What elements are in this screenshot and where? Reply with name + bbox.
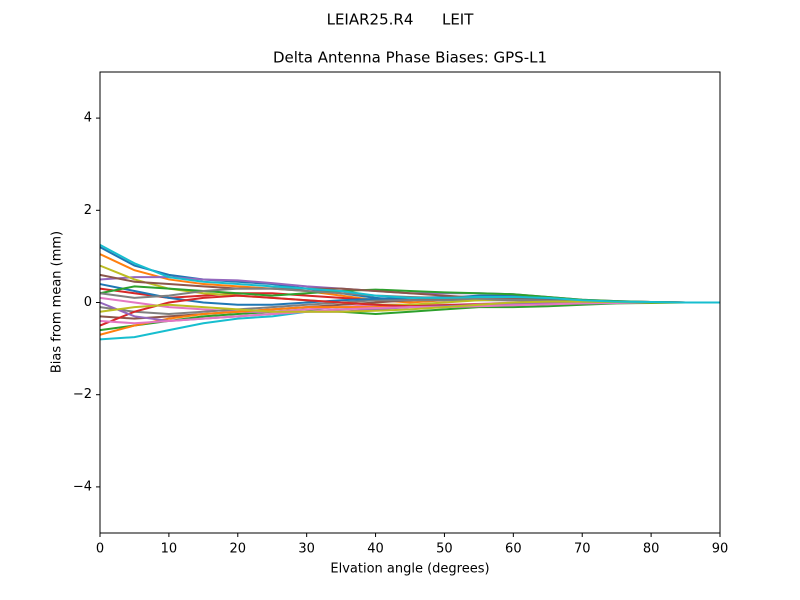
suptitle: LEIAR25.R4 LEIT (327, 11, 475, 29)
y-tick-label: 4 (84, 111, 92, 126)
x-tick-label: 0 (96, 542, 104, 557)
x-tick-label: 60 (505, 542, 522, 557)
x-tick-label: 90 (712, 542, 729, 557)
x-tick-label: 50 (436, 542, 453, 557)
y-tick-label: −2 (73, 387, 92, 402)
plot-area (99, 243, 720, 341)
x-tick-label: 30 (298, 542, 315, 557)
y-tick-label: 2 (84, 203, 92, 218)
x-axis-label: Elvation angle (degrees) (330, 562, 489, 577)
y-axis-label: Bias from mean (mm) (50, 231, 65, 373)
y-tick-label: −4 (73, 479, 92, 494)
x-tick-label: 70 (574, 542, 591, 557)
chart-title: Delta Antenna Phase Biases: GPS-L1 (273, 49, 547, 67)
x-tick-label: 80 (643, 542, 660, 557)
y-tick-label: 0 (84, 295, 92, 310)
x-tick-label: 10 (161, 542, 178, 557)
x-tick-label: 20 (230, 542, 247, 557)
x-tick-label: 40 (367, 542, 384, 557)
series-line (99, 243, 720, 304)
